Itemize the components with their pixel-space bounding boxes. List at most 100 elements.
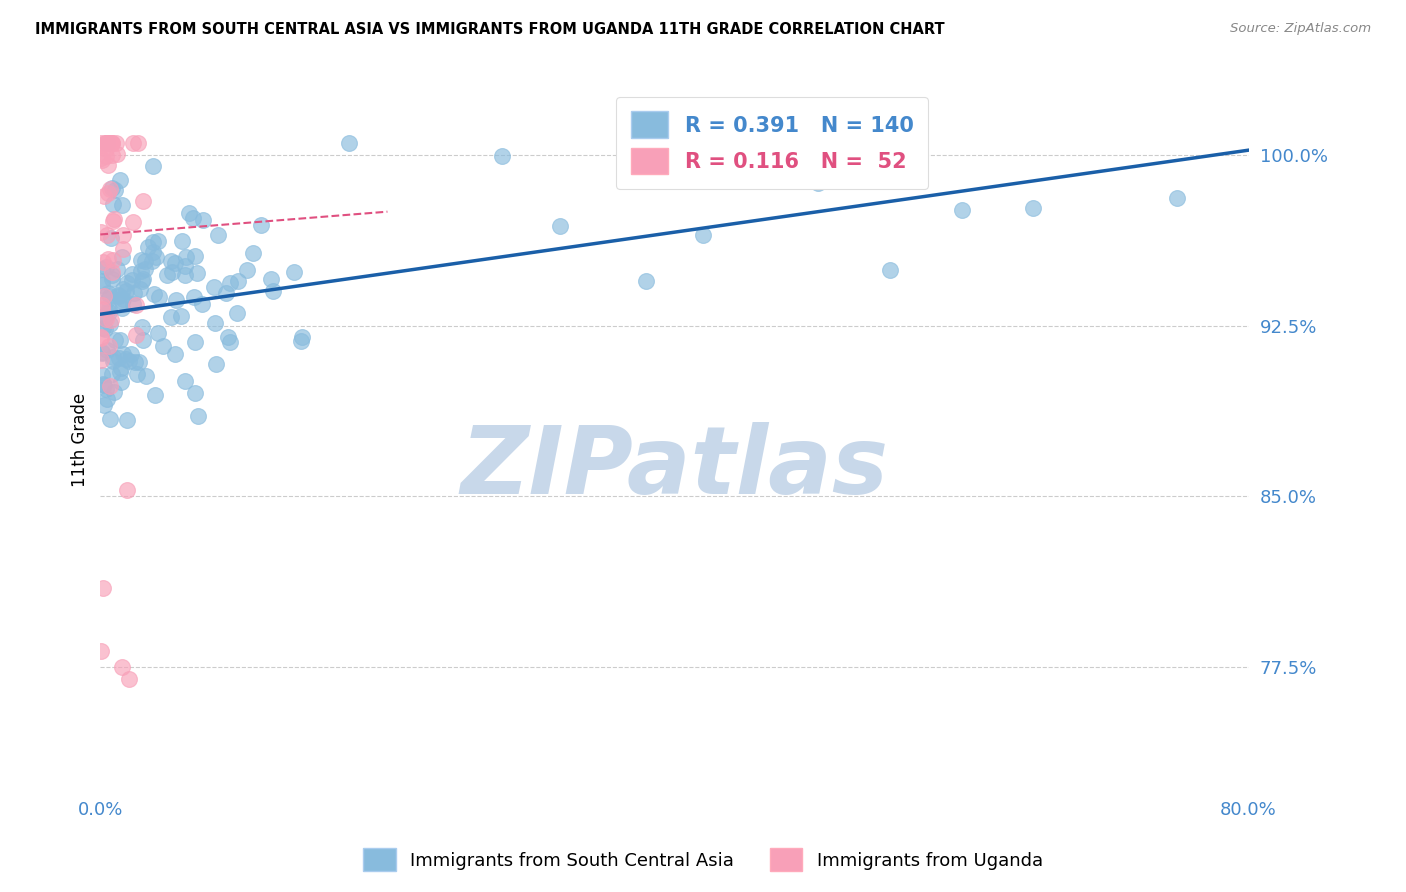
- Point: [100, 265, 122, 279]
- Point: [93, 309, 115, 323]
- Point: [111, 301, 134, 316]
- Point: [94, 311, 117, 326]
- Point: [94, 301, 117, 316]
- Text: ZIPatlas: ZIPatlas: [460, 422, 889, 514]
- Point: [142, 160, 165, 174]
- Point: [93, 377, 115, 392]
- Point: [214, 285, 236, 300]
- Point: [226, 274, 249, 288]
- Point: [121, 273, 143, 287]
- Point: [807, 176, 830, 190]
- Point: [98, 182, 121, 196]
- Point: [174, 260, 197, 274]
- Point: [634, 275, 657, 289]
- Point: [90, 136, 112, 151]
- Point: [97, 292, 120, 306]
- Point: [93, 188, 115, 202]
- Point: [1022, 201, 1045, 215]
- Point: [143, 286, 166, 301]
- Point: [91, 254, 114, 268]
- Point: [101, 354, 124, 368]
- Point: [159, 310, 181, 324]
- Point: [165, 293, 187, 307]
- Point: [90, 353, 112, 368]
- Point: [183, 211, 205, 226]
- Point: [111, 347, 134, 361]
- Point: [134, 262, 156, 277]
- Point: [835, 151, 858, 165]
- Point: [950, 203, 973, 218]
- Point: [90, 297, 112, 311]
- Point: [96, 343, 118, 358]
- Point: [96, 136, 118, 151]
- Point: [100, 136, 122, 151]
- Point: [117, 354, 139, 368]
- Point: [105, 147, 128, 161]
- Point: [262, 284, 284, 298]
- Point: [235, 262, 257, 277]
- Point: [186, 266, 208, 280]
- Point: [104, 136, 127, 151]
- Point: [97, 186, 120, 201]
- Point: [218, 335, 240, 350]
- Point: [101, 197, 124, 211]
- Point: [111, 660, 134, 674]
- Point: [98, 339, 121, 353]
- Point: [491, 149, 513, 163]
- Point: [97, 158, 120, 172]
- Point: [115, 277, 138, 291]
- Point: [96, 392, 118, 407]
- Point: [101, 136, 124, 151]
- Point: [101, 367, 124, 381]
- Point: [202, 280, 225, 294]
- Point: [122, 285, 145, 300]
- Point: [111, 198, 134, 212]
- Point: [250, 218, 273, 232]
- Point: [101, 268, 124, 282]
- Point: [131, 319, 153, 334]
- Point: [97, 136, 120, 151]
- Point: [124, 354, 146, 368]
- Point: [98, 305, 121, 319]
- Point: [165, 347, 187, 361]
- Point: [98, 301, 121, 316]
- Point: [94, 136, 117, 151]
- Point: [135, 368, 157, 383]
- Point: [136, 240, 159, 254]
- Point: [90, 262, 112, 277]
- Point: [97, 252, 120, 267]
- Point: [290, 330, 312, 344]
- Point: [101, 181, 124, 195]
- Point: [90, 344, 112, 359]
- Point: [174, 250, 197, 264]
- Point: [121, 297, 143, 311]
- Point: [90, 331, 112, 345]
- Point: [90, 225, 112, 239]
- Point: [692, 227, 714, 242]
- Point: [125, 327, 148, 342]
- Point: [122, 215, 145, 229]
- Point: [121, 136, 143, 151]
- Point: [207, 228, 229, 243]
- Text: IMMIGRANTS FROM SOUTH CENTRAL ASIA VS IMMIGRANTS FROM UGANDA 11TH GRADE CORRELAT: IMMIGRANTS FROM SOUTH CENTRAL ASIA VS IM…: [35, 22, 945, 37]
- Point: [100, 313, 122, 327]
- Point: [183, 290, 205, 304]
- Point: [125, 367, 148, 381]
- Point: [155, 268, 177, 282]
- Point: [101, 350, 124, 364]
- Point: [98, 136, 121, 151]
- Point: [142, 235, 165, 249]
- Point: [132, 334, 155, 348]
- Legend: R = 0.391   N = 140, R = 0.116   N =  52: R = 0.391 N = 140, R = 0.116 N = 52: [616, 96, 928, 189]
- Point: [98, 317, 121, 331]
- Point: [91, 275, 114, 289]
- Point: [148, 290, 170, 304]
- Point: [100, 231, 122, 245]
- Point: [226, 305, 249, 319]
- Point: [108, 289, 131, 303]
- Point: [190, 297, 212, 311]
- Point: [91, 320, 114, 334]
- Point: [90, 301, 112, 316]
- Point: [174, 374, 197, 388]
- Point: [165, 256, 187, 270]
